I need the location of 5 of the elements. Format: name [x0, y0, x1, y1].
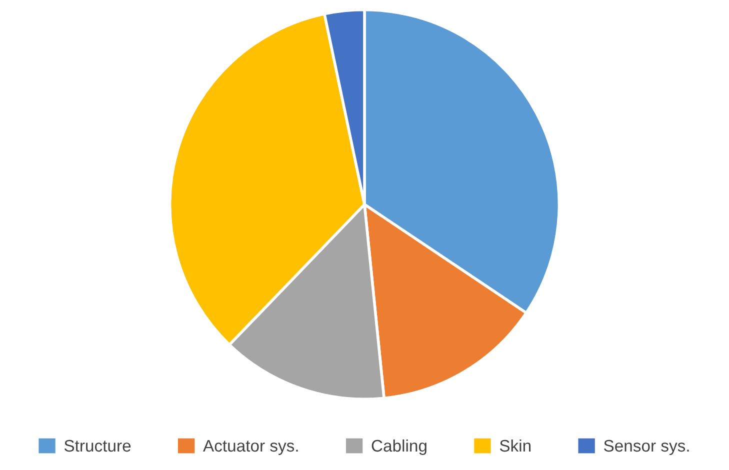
- legend-label: Skin: [500, 439, 530, 452]
- legend-label: Actuator sys.: [203, 440, 298, 455]
- legend-label: Sensor sys.: [604, 440, 689, 455]
- legend-label: Cabling: [372, 439, 426, 455]
- legend-label: Structure: [64, 440, 131, 452]
